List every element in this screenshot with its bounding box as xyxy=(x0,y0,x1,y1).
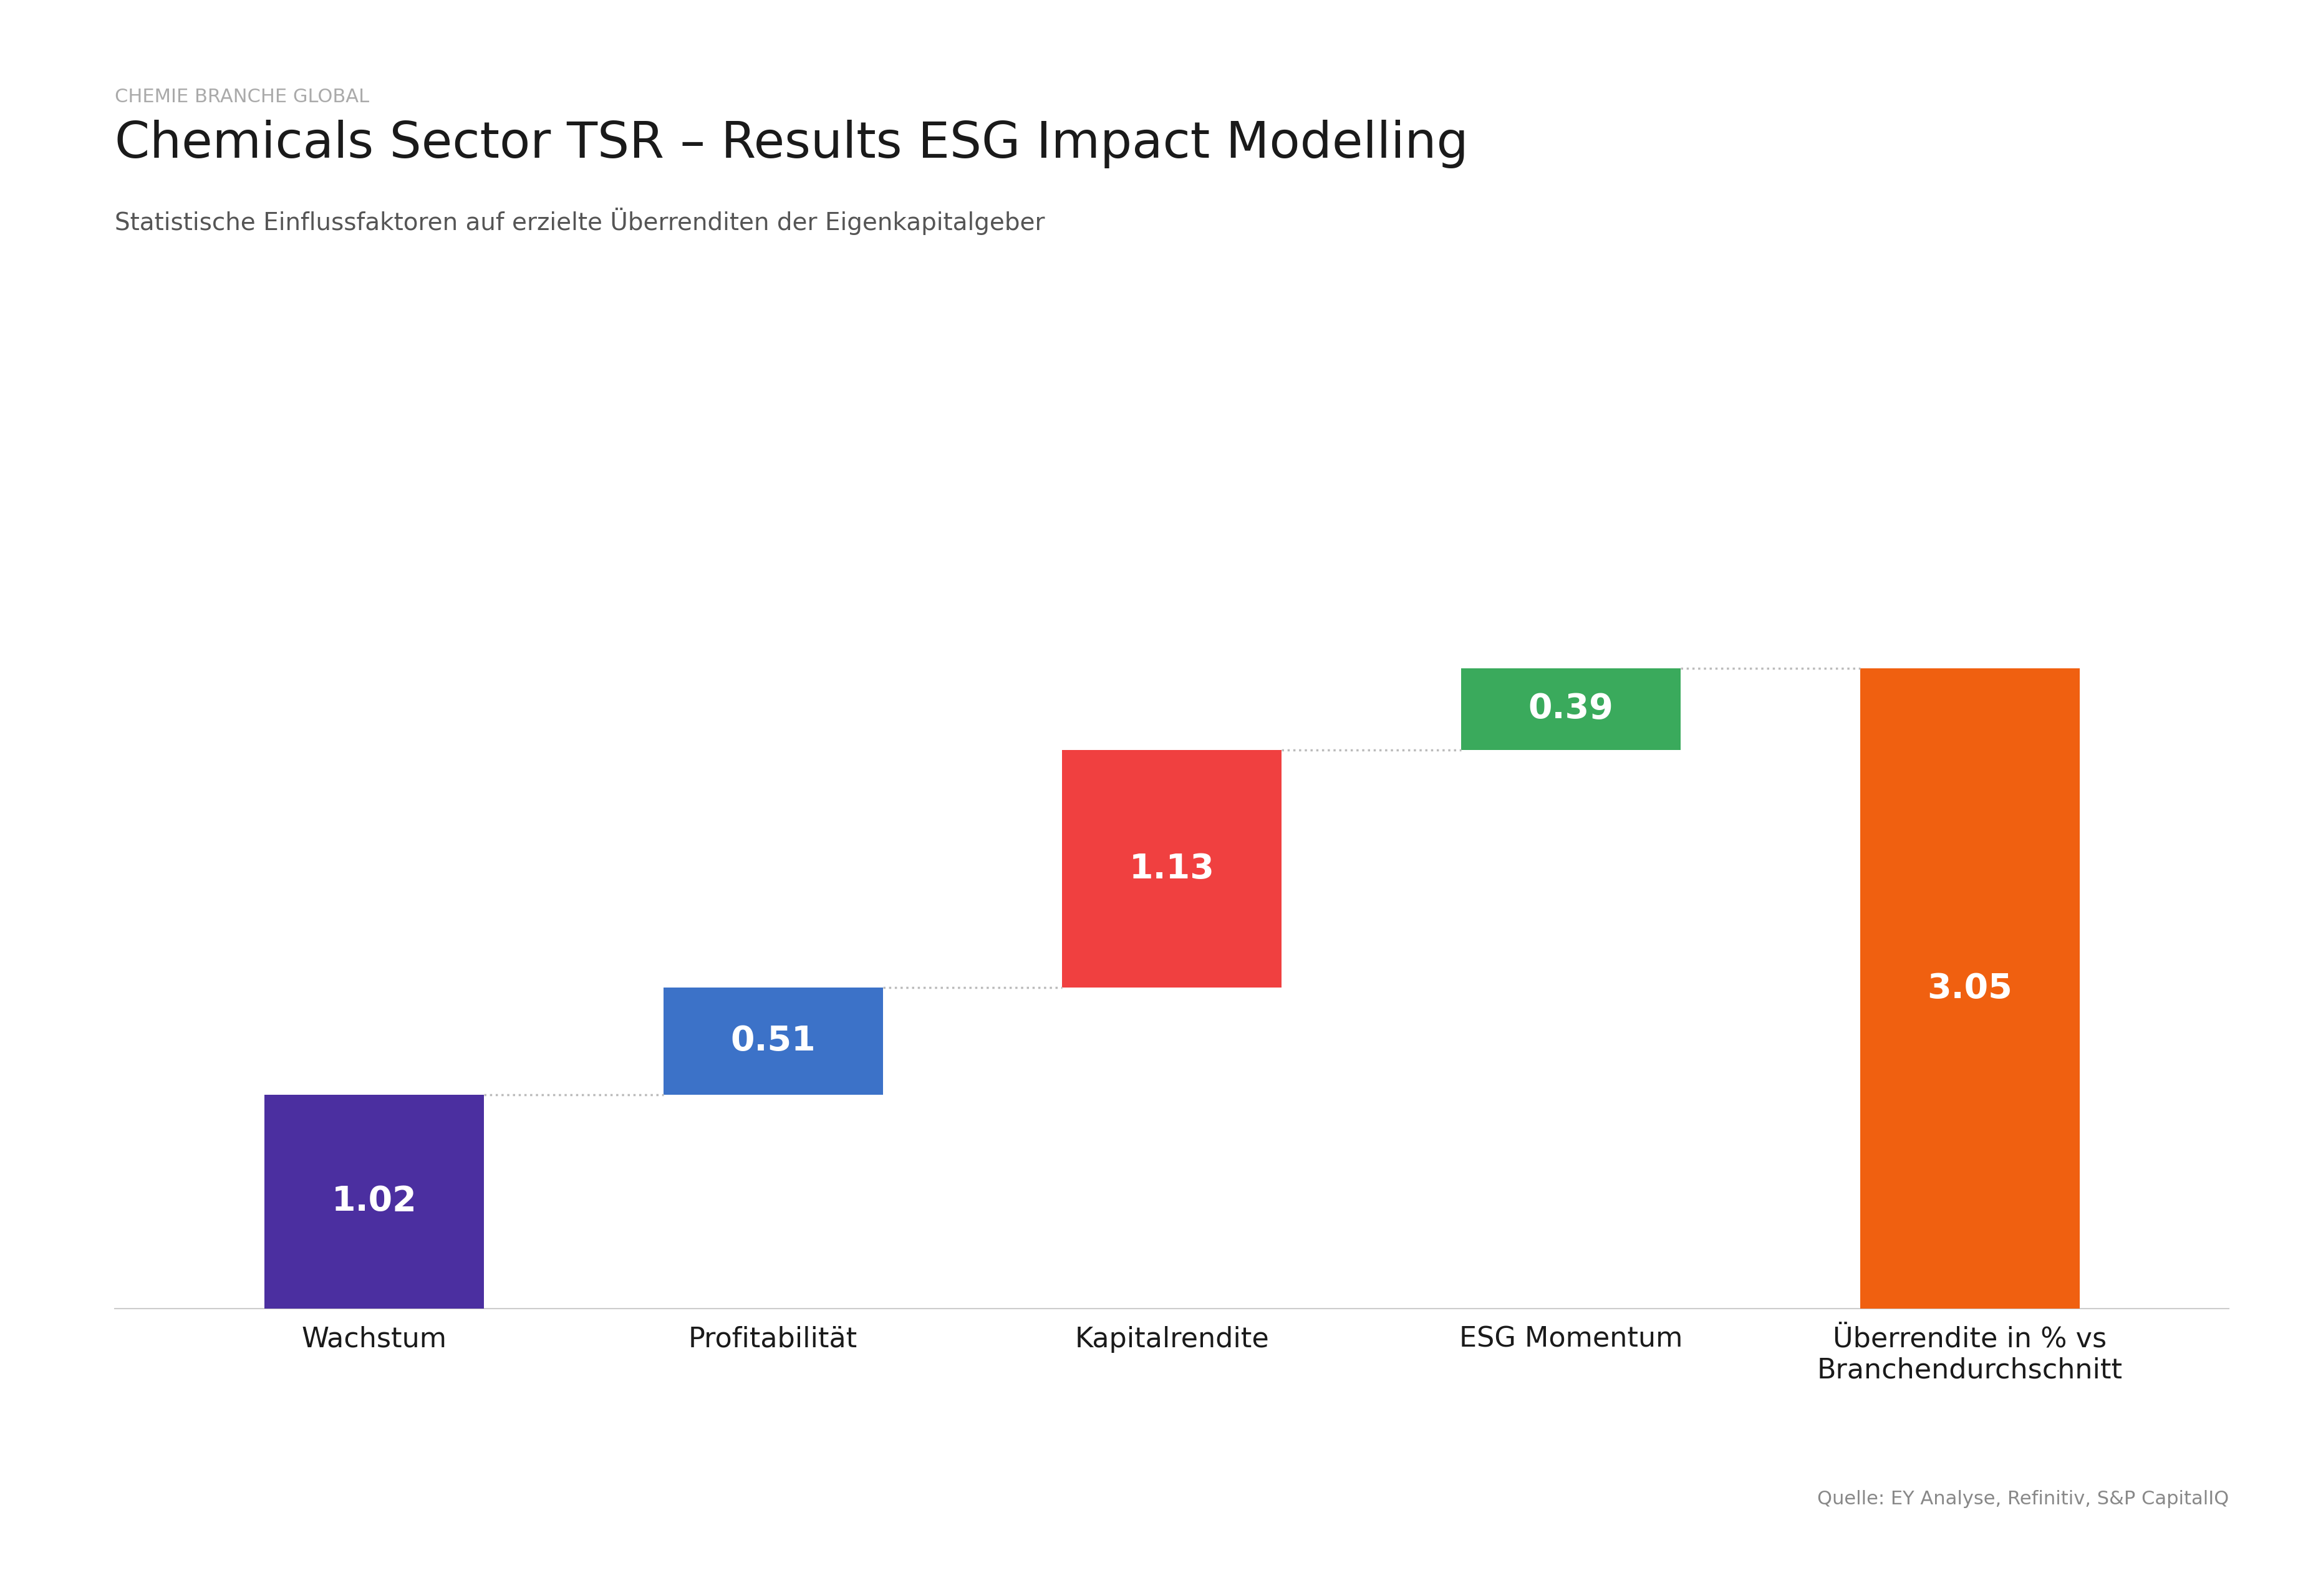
Text: Quelle: EY Analyse, Refinitiv, S&P CapitalIQ: Quelle: EY Analyse, Refinitiv, S&P Capit… xyxy=(1818,1491,2229,1508)
Text: CHEMIE BRANCHE GLOBAL: CHEMIE BRANCHE GLOBAL xyxy=(115,88,370,105)
Text: 0.39: 0.39 xyxy=(1528,693,1613,726)
Text: Statistische Einflussfaktoren auf erzielte Überrenditen der Eigenkapitalgeber: Statistische Einflussfaktoren auf erziel… xyxy=(115,207,1046,235)
Text: 3.05: 3.05 xyxy=(1928,972,2013,1005)
Bar xyxy=(1462,669,1680,750)
Bar xyxy=(264,1095,485,1309)
Text: Chemicals Sector TSR – Results ESG Impact Modelling: Chemicals Sector TSR – Results ESG Impac… xyxy=(115,120,1468,168)
Bar xyxy=(664,988,882,1095)
Text: 1.02: 1.02 xyxy=(331,1184,416,1218)
Bar xyxy=(1859,669,2080,1309)
Text: 1.13: 1.13 xyxy=(1128,852,1216,886)
Text: 0.51: 0.51 xyxy=(731,1025,816,1058)
Bar xyxy=(1062,750,1282,988)
